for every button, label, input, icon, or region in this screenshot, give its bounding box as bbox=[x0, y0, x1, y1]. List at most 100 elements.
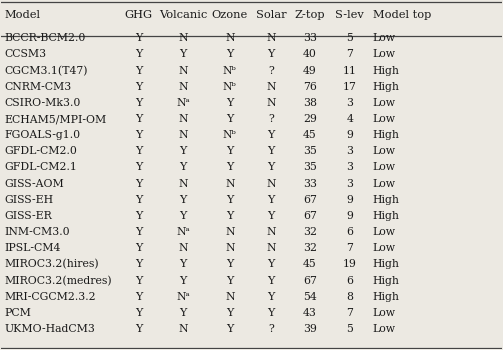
Text: Y: Y bbox=[135, 130, 142, 140]
Text: N: N bbox=[266, 98, 276, 108]
Text: Y: Y bbox=[135, 114, 142, 124]
Text: Y: Y bbox=[135, 308, 142, 318]
Text: Y: Y bbox=[135, 227, 142, 237]
Text: Y: Y bbox=[135, 324, 142, 334]
Text: Y: Y bbox=[268, 211, 275, 221]
Text: 8: 8 bbox=[346, 292, 353, 302]
Text: N: N bbox=[266, 243, 276, 253]
Text: Low: Low bbox=[373, 33, 395, 43]
Text: N: N bbox=[266, 33, 276, 43]
Text: Y: Y bbox=[268, 259, 275, 270]
Text: N: N bbox=[266, 227, 276, 237]
Text: N: N bbox=[178, 33, 188, 43]
Text: N: N bbox=[178, 324, 188, 334]
Text: 9: 9 bbox=[347, 130, 353, 140]
Text: Y: Y bbox=[268, 130, 275, 140]
Text: GHG: GHG bbox=[124, 10, 152, 20]
Text: Y: Y bbox=[268, 308, 275, 318]
Text: High: High bbox=[373, 130, 399, 140]
Text: 7: 7 bbox=[347, 308, 353, 318]
Text: Y: Y bbox=[135, 33, 142, 43]
Text: CSIRO-Mk3.0: CSIRO-Mk3.0 bbox=[5, 98, 81, 108]
Text: 29: 29 bbox=[303, 114, 317, 124]
Text: MIROC3.2(medres): MIROC3.2(medres) bbox=[5, 275, 112, 286]
Text: MRI-CGCM2.3.2: MRI-CGCM2.3.2 bbox=[5, 292, 96, 302]
Text: 33: 33 bbox=[303, 33, 317, 43]
Text: 38: 38 bbox=[303, 98, 317, 108]
Text: 45: 45 bbox=[303, 259, 317, 270]
Text: 9: 9 bbox=[347, 195, 353, 205]
Text: Y: Y bbox=[226, 259, 233, 270]
Text: Y: Y bbox=[135, 49, 142, 60]
Text: Low: Low bbox=[373, 162, 395, 173]
Text: Low: Low bbox=[373, 114, 395, 124]
Text: FGOALS-g1.0: FGOALS-g1.0 bbox=[5, 130, 80, 140]
Text: Y: Y bbox=[135, 211, 142, 221]
Text: Y: Y bbox=[135, 98, 142, 108]
Text: N: N bbox=[266, 178, 276, 189]
Text: N: N bbox=[266, 82, 276, 92]
Text: Volcanic: Volcanic bbox=[159, 10, 207, 20]
Text: Y: Y bbox=[226, 162, 233, 173]
Text: Y: Y bbox=[135, 146, 142, 156]
Text: Y: Y bbox=[226, 98, 233, 108]
Text: Y: Y bbox=[135, 65, 142, 76]
Text: BCCR-BCM2.0: BCCR-BCM2.0 bbox=[5, 33, 86, 43]
Text: Low: Low bbox=[373, 227, 395, 237]
Text: 40: 40 bbox=[303, 49, 317, 60]
Text: Nᵇ: Nᵇ bbox=[223, 65, 236, 76]
Text: 49: 49 bbox=[303, 65, 317, 76]
Text: Y: Y bbox=[268, 162, 275, 173]
Text: Y: Y bbox=[180, 195, 187, 205]
Text: 9: 9 bbox=[347, 211, 353, 221]
Text: 7: 7 bbox=[347, 243, 353, 253]
Text: MIROC3.2(hires): MIROC3.2(hires) bbox=[5, 259, 99, 270]
Text: 32: 32 bbox=[303, 243, 317, 253]
Text: Y: Y bbox=[135, 178, 142, 189]
Text: 67: 67 bbox=[303, 195, 317, 205]
Text: High: High bbox=[373, 82, 399, 92]
Text: 54: 54 bbox=[303, 292, 317, 302]
Text: Model top: Model top bbox=[373, 10, 431, 20]
Text: ECHAM5/MPI-OM: ECHAM5/MPI-OM bbox=[5, 114, 107, 124]
Text: Ozone: Ozone bbox=[212, 10, 248, 20]
Text: INM-CM3.0: INM-CM3.0 bbox=[5, 227, 70, 237]
Text: Y: Y bbox=[268, 146, 275, 156]
Text: Low: Low bbox=[373, 308, 395, 318]
Text: CCSM3: CCSM3 bbox=[5, 49, 46, 60]
Text: N: N bbox=[178, 243, 188, 253]
Text: N: N bbox=[178, 114, 188, 124]
Text: IPSL-CM4: IPSL-CM4 bbox=[5, 243, 61, 253]
Text: Y: Y bbox=[226, 275, 233, 286]
Text: N: N bbox=[225, 33, 234, 43]
Text: 3: 3 bbox=[346, 146, 353, 156]
Text: Y: Y bbox=[135, 275, 142, 286]
Text: Z-top: Z-top bbox=[294, 10, 325, 20]
Text: 3: 3 bbox=[346, 98, 353, 108]
Text: CNRM-CM3: CNRM-CM3 bbox=[5, 82, 71, 92]
Text: GISS-EH: GISS-EH bbox=[5, 195, 53, 205]
Text: Y: Y bbox=[226, 308, 233, 318]
Text: 4: 4 bbox=[347, 114, 353, 124]
Text: 19: 19 bbox=[343, 259, 357, 270]
Text: Y: Y bbox=[268, 49, 275, 60]
Text: ?: ? bbox=[268, 324, 274, 334]
Text: N: N bbox=[225, 243, 234, 253]
Text: Nᵃ: Nᵃ bbox=[176, 98, 190, 108]
Text: 43: 43 bbox=[303, 308, 317, 318]
Text: GFDL-CM2.1: GFDL-CM2.1 bbox=[5, 162, 77, 173]
Text: 35: 35 bbox=[303, 146, 317, 156]
Text: N: N bbox=[178, 82, 188, 92]
Text: Nᵇ: Nᵇ bbox=[223, 82, 236, 92]
Text: 6: 6 bbox=[346, 275, 353, 286]
Text: Low: Low bbox=[373, 324, 395, 334]
Text: 33: 33 bbox=[303, 178, 317, 189]
Text: Y: Y bbox=[180, 275, 187, 286]
Text: Low: Low bbox=[373, 98, 395, 108]
Text: Y: Y bbox=[135, 195, 142, 205]
Text: Y: Y bbox=[268, 275, 275, 286]
Text: 32: 32 bbox=[303, 227, 317, 237]
Text: High: High bbox=[373, 195, 399, 205]
Text: 17: 17 bbox=[343, 82, 357, 92]
Text: N: N bbox=[178, 178, 188, 189]
